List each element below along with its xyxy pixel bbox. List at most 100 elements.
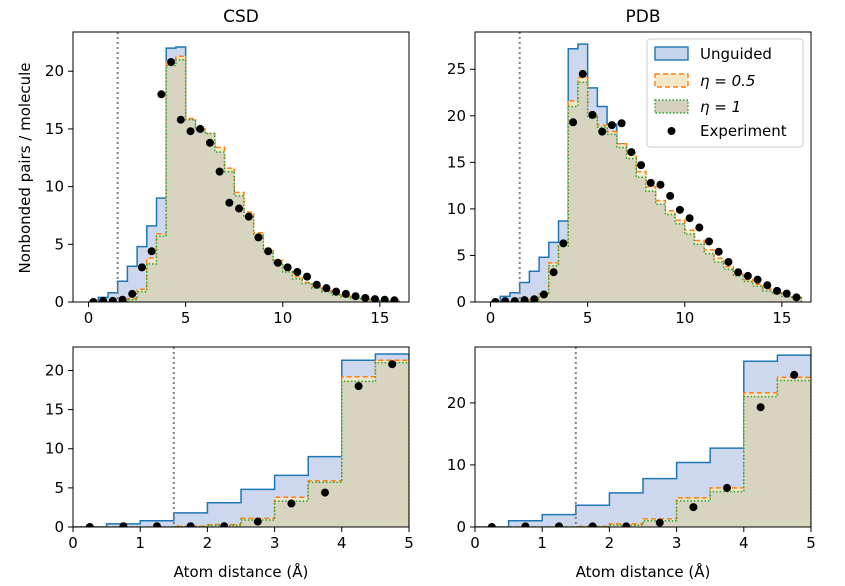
plot-area-pdb_full: [490, 32, 803, 302]
experiment-point: [666, 191, 675, 200]
y-tick-label: 15: [447, 153, 466, 171]
experiment-point: [235, 204, 244, 213]
experiment-point: [655, 518, 664, 527]
experiment-point: [646, 178, 655, 187]
experiment-point: [225, 198, 234, 207]
experiment-point: [656, 180, 665, 189]
histogram-fill-eta1: [88, 59, 400, 302]
y-tick-label: 10: [45, 178, 64, 196]
legend-swatch-eta1: [654, 99, 689, 114]
y-tick-label: 10: [45, 440, 64, 458]
experiment-point: [569, 118, 578, 127]
axes-frame: [474, 346, 812, 528]
y-tick-label: 5: [54, 479, 64, 497]
legend-label-eta1: η = 1: [700, 98, 741, 116]
experiment-point: [380, 295, 389, 302]
experiment-point: [89, 298, 98, 302]
experiment-point: [773, 286, 782, 295]
legend-swatch-eta05: [654, 73, 689, 88]
x-tick-label: 4: [337, 534, 347, 552]
experiment-point: [157, 90, 166, 99]
experiment-point: [549, 268, 558, 277]
experiment-point: [118, 295, 127, 302]
experiment-point: [205, 138, 214, 147]
x-tick-label: 5: [806, 534, 816, 552]
experiment-point: [588, 522, 597, 527]
y-tick-label: 10: [447, 456, 466, 474]
experiment-point: [196, 124, 205, 133]
experiment-point: [695, 223, 704, 232]
experiment-point: [689, 503, 698, 512]
axes-frame: [474, 31, 812, 303]
legend-frame: [646, 38, 804, 148]
experiment-point: [186, 127, 195, 136]
histogram-fill-eta1: [490, 82, 802, 302]
histogram-step-eta1: [475, 379, 811, 527]
experiment-point: [361, 293, 370, 302]
y-tick-label: 20: [45, 361, 64, 379]
x-tick-label: 15: [772, 309, 791, 327]
x-tick-label: 4: [739, 534, 749, 552]
legend-label-unguided: Unguided: [700, 45, 772, 63]
histogram-step-unguided: [475, 354, 811, 527]
x-tick-label: 0: [470, 534, 480, 552]
title-csd: CSD: [223, 7, 259, 27]
experiment-point: [108, 296, 117, 302]
y-axis-label: Nonbonded pairs / molecule: [16, 63, 34, 274]
plot-area-csd_full: [88, 32, 401, 302]
y-tick-label: 0: [456, 518, 466, 536]
experiment-point: [637, 161, 646, 170]
y-tick-label: 20: [45, 62, 64, 80]
legend-swatch-unguided: [654, 46, 689, 61]
experiment-point: [186, 522, 195, 527]
experiment-point: [390, 296, 399, 302]
experiment-point: [254, 233, 263, 242]
experiment-point: [167, 58, 176, 66]
experiment-point: [705, 237, 714, 246]
experiment-point: [253, 517, 262, 526]
experiment-point: [293, 268, 302, 276]
experiment-point: [520, 296, 529, 302]
experiment-point: [617, 119, 626, 128]
y-tick-label: 20: [447, 107, 466, 125]
title-pdb: PDB: [625, 7, 660, 27]
y-tick-label: 15: [45, 120, 64, 138]
experiment-point: [578, 69, 587, 78]
experiment-point: [119, 522, 128, 527]
x-tick-label: 5: [181, 309, 191, 327]
experiment-point: [283, 263, 292, 272]
experiment-point: [220, 522, 229, 527]
x-tick-label: 0: [68, 534, 78, 552]
experiment-point: [753, 275, 762, 284]
experiment-point: [137, 263, 146, 272]
experiment-point: [723, 483, 731, 492]
y-tick-label: 5: [456, 246, 466, 264]
experiment-point: [264, 247, 273, 256]
x-tick-label: 0: [84, 309, 94, 327]
y-tick-label: 0: [54, 518, 64, 536]
histogram-step-unguided: [73, 353, 409, 527]
experiment-point: [303, 272, 312, 281]
experiment-point: [724, 257, 733, 266]
x-tick-label: 2: [605, 534, 615, 552]
y-tick-label: 20: [447, 394, 466, 412]
experiment-point: [714, 247, 723, 256]
experiment-point: [510, 297, 519, 302]
experiment-point: [559, 239, 568, 248]
experiment-point: [244, 212, 253, 221]
histogram-step-eta05: [88, 55, 401, 302]
experiment-point: [128, 289, 137, 298]
experiment-point: [607, 121, 616, 130]
experiment-point: [354, 382, 363, 391]
legend-marker-experiment: [667, 127, 676, 135]
experiment-point: [341, 289, 350, 298]
x-tick-label: 10: [675, 309, 694, 327]
y-tick-label: 0: [456, 293, 466, 311]
experiment-point: [555, 522, 563, 527]
y-tick-label: 0: [54, 293, 64, 311]
experiment-point: [790, 370, 799, 379]
panel-pdb-full: 0 5 10 15 0 5 10 15 20 25: [447, 31, 812, 327]
legend-label-eta05: η = 0.5: [700, 72, 755, 90]
x-tick-label: 3: [270, 534, 280, 552]
axes-frame: [72, 346, 410, 528]
